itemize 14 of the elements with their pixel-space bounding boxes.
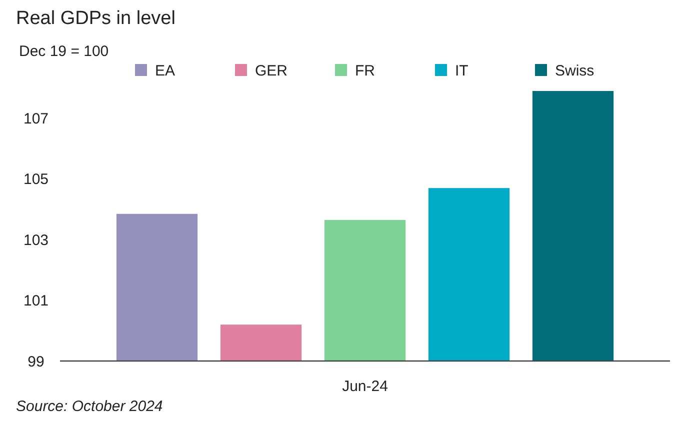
y-axis-title: Dec 19 = 100 — [19, 43, 109, 60]
chart-title: Real GDPs in level — [16, 8, 176, 29]
y-tick-label: 103 — [23, 232, 49, 249]
y-tick-label: 107 — [23, 110, 49, 128]
legend-label: FR — [355, 62, 376, 80]
legend-label: Swiss — [555, 62, 594, 80]
legend-label: IT — [455, 62, 468, 80]
y-tick-label: 105 — [23, 171, 49, 188]
y-tick-label: 101 — [23, 292, 49, 310]
x-tick-label: Jun-24 — [342, 378, 388, 395]
source-note: Source: October 2024 — [16, 398, 163, 415]
legend-label: EA — [155, 62, 176, 80]
legend-label: GER — [255, 62, 288, 80]
y-tick-label: 99 — [28, 353, 44, 370]
